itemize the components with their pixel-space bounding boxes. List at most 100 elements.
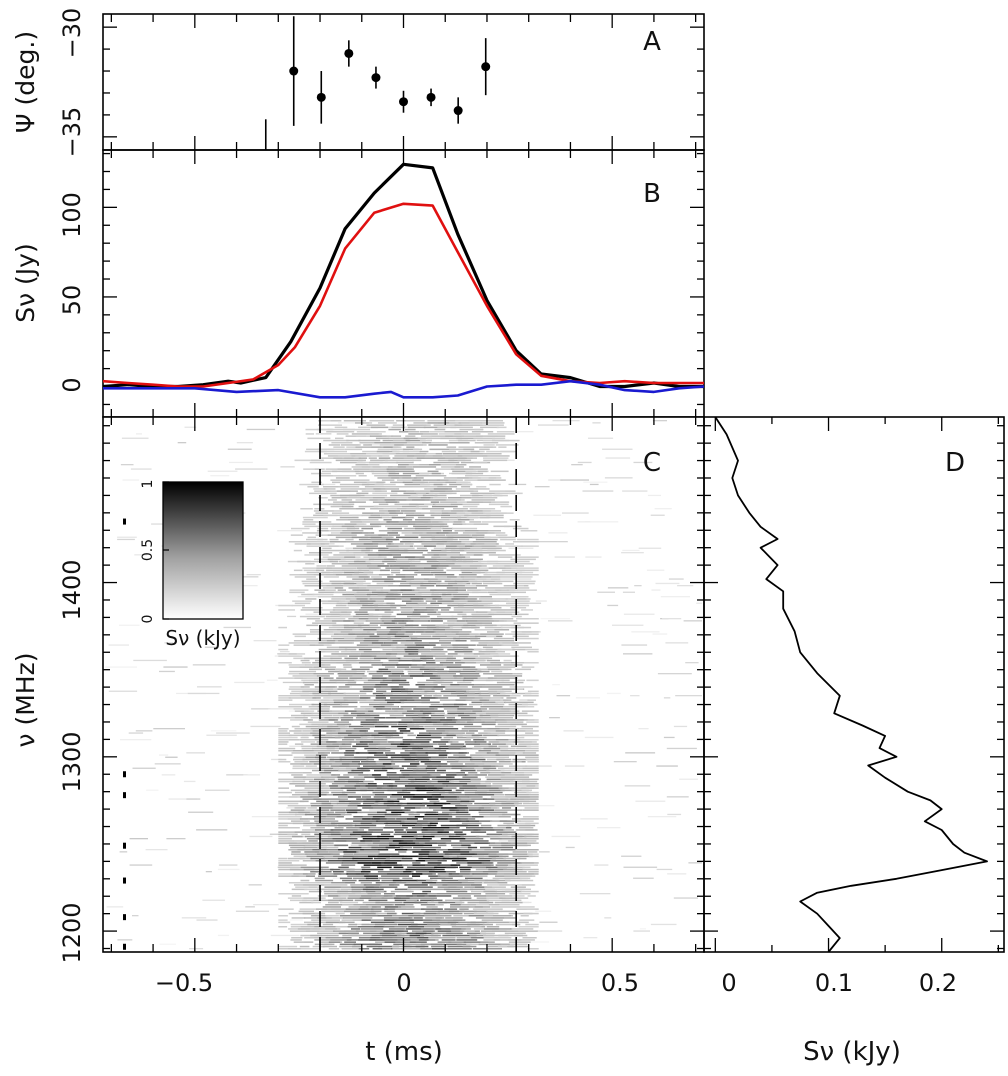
heatmap-cell (372, 791, 385, 794)
heatmap-cell (484, 624, 493, 627)
heatmap-cell (392, 673, 405, 675)
heatmap-cell (375, 761, 403, 763)
heatmap-cell (360, 769, 371, 772)
heatmap-cell (483, 882, 499, 884)
heatmap-cell (290, 809, 305, 811)
heatmap-cell (371, 563, 385, 565)
heatmap-cell (361, 835, 380, 838)
heatmap-cell (634, 585, 642, 587)
heatmap-cell (344, 523, 365, 525)
heatmap-cell (500, 774, 525, 776)
heatmap-cell (364, 732, 388, 734)
heatmap-cell (387, 912, 397, 915)
heatmap-cell (433, 497, 447, 499)
heatmap-cell (431, 536, 454, 539)
heatmap-cell (303, 750, 319, 752)
heatmap-cell (412, 739, 428, 741)
heatmap-cell (429, 822, 438, 825)
heatmap-cell (525, 732, 534, 734)
heatmap-cell (351, 886, 374, 888)
heatmap-cell (392, 439, 411, 442)
heatmap-cell (460, 769, 476, 772)
heatmap-cell (321, 549, 349, 552)
heatmap-cell (372, 466, 393, 468)
heatmap-cell (303, 822, 323, 825)
heatmap-cell (289, 745, 305, 747)
heatmap-cell (469, 508, 496, 510)
heatmap-cell (417, 895, 436, 897)
heatmap-cell (498, 934, 528, 937)
heatmap-cell (122, 479, 140, 481)
heatmap-cell (439, 640, 462, 642)
heatmap-cell (299, 818, 316, 820)
heatmap-cell (278, 831, 295, 833)
heatmap-cell (315, 851, 329, 853)
heatmap-cell (305, 664, 325, 666)
panel-c-label: C (643, 448, 661, 478)
heatmap-cell (490, 838, 505, 840)
heatmap-cell (310, 871, 322, 873)
heatmap-cell (452, 523, 467, 525)
heatmap-cell (406, 899, 418, 902)
heatmap-cell (360, 653, 377, 655)
heatmap-cell (314, 939, 331, 941)
heatmap-cell (461, 497, 476, 499)
heatmap-cell (446, 717, 455, 719)
heatmap-cell (526, 679, 539, 682)
heatmap-cell (210, 730, 237, 732)
heatmap-cell (371, 805, 396, 807)
heatmap-cell (362, 818, 380, 820)
heatmap-cell (312, 593, 334, 596)
heatmap-cell (442, 884, 471, 886)
heatmap-cell (459, 899, 489, 902)
heatmap-cell (453, 655, 479, 657)
heatmap-cell (338, 655, 348, 657)
heatmap-cell (361, 684, 386, 686)
heatmap-cell (356, 930, 377, 932)
heatmap-cell (495, 444, 519, 446)
heatmap-cell (317, 787, 331, 789)
heatmap-cell (419, 534, 446, 536)
heatmap-cell (413, 525, 433, 528)
heatmap-cell (304, 754, 327, 756)
heatmap-cell (442, 618, 458, 620)
heatmap-cell (322, 923, 334, 926)
heatmap-cell (537, 930, 563, 932)
heatmap-cell (329, 679, 357, 682)
colorbar-tick-1: 1 (140, 480, 156, 489)
heatmap-cell (449, 448, 474, 451)
heatmap-cell (516, 598, 527, 600)
heatmap-cell (489, 842, 508, 844)
b-ytick-50: 50 (58, 285, 86, 316)
heatmap-cell (368, 745, 398, 748)
heatmap-cell (431, 688, 443, 690)
heatmap-cell (314, 937, 336, 939)
heatmap-cell (526, 785, 536, 787)
heatmap-cell (506, 602, 529, 605)
heatmap-cell (132, 915, 139, 917)
heatmap-cell (354, 593, 371, 596)
heatmap-cell (374, 769, 388, 772)
heatmap-cell (507, 945, 528, 948)
heatmap-cell (376, 629, 399, 631)
heatmap-cell (399, 730, 411, 732)
heatmap-cell (428, 481, 451, 484)
heatmap-cell (577, 521, 591, 523)
heatmap-cell (431, 593, 446, 596)
heatmap-cell (370, 607, 381, 609)
heatmap-cell (447, 576, 457, 578)
heatmap-cell (330, 657, 342, 660)
heatmap-cell (310, 831, 334, 833)
heatmap-cell (322, 571, 343, 574)
heatmap-cell (412, 893, 440, 895)
heatmap-cell (394, 635, 413, 638)
heatmap-cell (343, 853, 354, 855)
heatmap-cell (548, 620, 573, 622)
heatmap-cell (442, 598, 460, 600)
heatmap-cell (466, 457, 477, 459)
heatmap-cell (334, 426, 348, 429)
heatmap-cell (354, 899, 364, 902)
heatmap-cell (287, 857, 305, 860)
heatmap-cell (527, 651, 539, 653)
heatmap-cell (448, 653, 475, 655)
